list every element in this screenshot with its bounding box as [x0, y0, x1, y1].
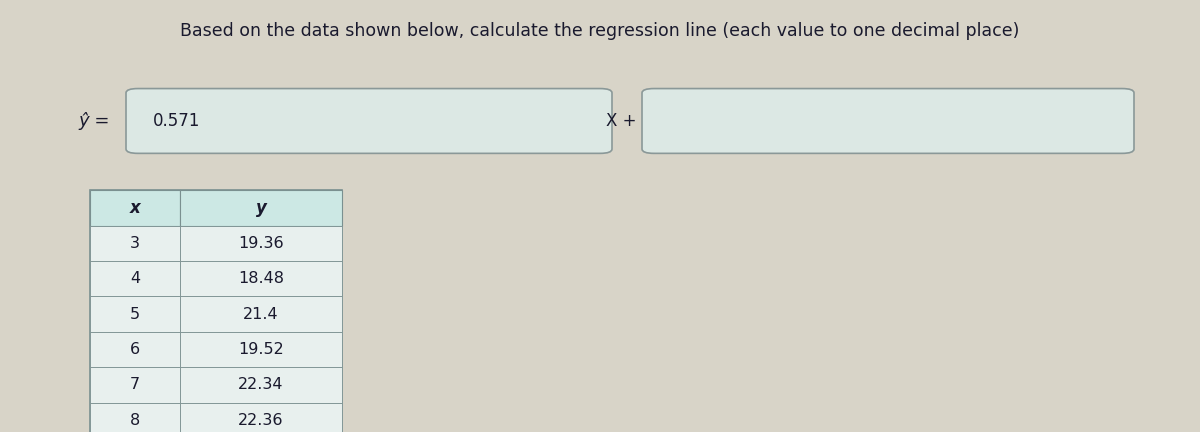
Text: 8: 8	[130, 413, 140, 428]
Text: x: x	[130, 199, 140, 217]
FancyBboxPatch shape	[180, 367, 342, 403]
Text: 4: 4	[130, 271, 140, 286]
FancyBboxPatch shape	[180, 226, 342, 261]
FancyBboxPatch shape	[90, 226, 180, 261]
Text: y: y	[256, 199, 266, 217]
Text: 0.571: 0.571	[152, 112, 199, 130]
Text: 3: 3	[130, 236, 140, 251]
Text: ŷ =: ŷ =	[78, 112, 109, 130]
FancyBboxPatch shape	[180, 190, 342, 226]
FancyBboxPatch shape	[90, 190, 180, 226]
FancyBboxPatch shape	[90, 261, 180, 296]
FancyBboxPatch shape	[180, 332, 342, 367]
FancyBboxPatch shape	[126, 89, 612, 153]
FancyBboxPatch shape	[90, 296, 180, 332]
Text: 18.48: 18.48	[238, 271, 284, 286]
FancyBboxPatch shape	[642, 89, 1134, 153]
Text: 19.36: 19.36	[238, 236, 284, 251]
Text: 22.36: 22.36	[239, 413, 283, 428]
Text: 21.4: 21.4	[244, 307, 278, 321]
Text: 6: 6	[130, 342, 140, 357]
Text: 22.34: 22.34	[239, 378, 283, 392]
Text: 7: 7	[130, 378, 140, 392]
Text: 5: 5	[130, 307, 140, 321]
FancyBboxPatch shape	[180, 261, 342, 296]
FancyBboxPatch shape	[180, 296, 342, 332]
Text: Based on the data shown below, calculate the regression line (each value to one : Based on the data shown below, calculate…	[180, 22, 1020, 40]
FancyBboxPatch shape	[180, 403, 342, 432]
FancyBboxPatch shape	[90, 332, 180, 367]
FancyBboxPatch shape	[90, 367, 180, 403]
Text: 19.52: 19.52	[238, 342, 284, 357]
Text: X +: X +	[606, 112, 636, 130]
FancyBboxPatch shape	[90, 403, 180, 432]
